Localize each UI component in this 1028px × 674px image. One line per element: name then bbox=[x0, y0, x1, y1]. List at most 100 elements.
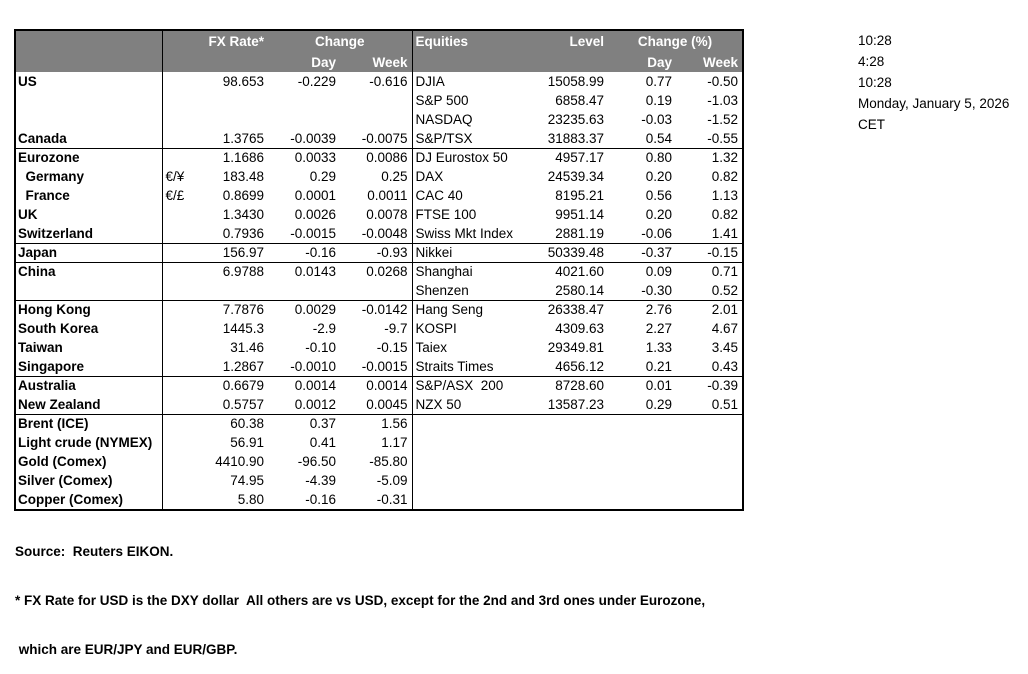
equity-week-cell bbox=[676, 490, 742, 509]
equity-name-cell: DJIA bbox=[411, 72, 521, 91]
equity-week-cell: -1.03 bbox=[707, 93, 739, 108]
equity-level-cell: 15058.99 bbox=[547, 74, 605, 89]
fx-name-cell: Canada bbox=[16, 129, 163, 148]
table-row: Gold (Comex) 4410.90 -96.50 -85.80 bbox=[16, 452, 742, 471]
equity-day-cell bbox=[608, 413, 677, 433]
table-row: Shenzen 2580.14 -0.30 0.52 bbox=[16, 281, 742, 300]
fx-day-cell: -0.10 bbox=[305, 340, 336, 355]
equity-name-cell: Shanghai bbox=[411, 261, 521, 281]
change-pct-header: Change (%) bbox=[608, 31, 743, 52]
equity-name-cell: DJ Eurostox 50 bbox=[411, 147, 521, 167]
equity-week-cell: 2.01 bbox=[676, 299, 743, 319]
table-row: China 6.9788 0.0143 0.0268 Shanghai 4021… bbox=[16, 261, 743, 281]
equity-name-cell: S&P 500 bbox=[411, 91, 521, 110]
fx-name-cell: Taiwan bbox=[16, 338, 163, 357]
equity-level-cell bbox=[520, 433, 608, 452]
fx-name-cell: UK bbox=[16, 205, 163, 224]
equity-day-cell: 0.77 bbox=[645, 74, 673, 89]
fx-day-header: Day bbox=[268, 52, 340, 72]
equity-day-cell: 0.20 bbox=[645, 169, 673, 184]
fx-week-cell bbox=[340, 91, 412, 110]
equity-week-cell: -1.52 bbox=[707, 112, 739, 127]
table-row: Eurozone 1.1686 0.0033 0.0086 DJ Eurosto… bbox=[16, 147, 743, 167]
fx-day-cell: 0.0143 bbox=[268, 261, 340, 281]
equity-week-cell: 0.51 bbox=[711, 396, 739, 412]
fx-pair-cell bbox=[162, 110, 202, 129]
fx-rate-cell: 0.5757 bbox=[222, 396, 264, 412]
fx-day-cell: -0.16 bbox=[268, 242, 340, 262]
fx-name-cell: Germany bbox=[16, 167, 163, 186]
equity-level-cell: 4309.63 bbox=[555, 321, 605, 336]
equity-week-cell: -0.55 bbox=[707, 130, 739, 146]
equity-day-cell: 2.76 bbox=[608, 299, 677, 319]
table-row: Taiwan 31.46 -0.10 -0.15 Taiex 29349.81 … bbox=[16, 338, 742, 357]
equity-level-cell: 2580.14 bbox=[555, 282, 605, 298]
fx-week-cell: -0.93 bbox=[340, 242, 413, 262]
fx-pair-cell bbox=[162, 91, 202, 110]
equity-name-cell: Straits Times bbox=[411, 357, 521, 376]
equity-day-cell: -0.30 bbox=[641, 282, 673, 298]
fx-name-cell: Gold (Comex) bbox=[16, 452, 163, 471]
equity-name-cell bbox=[411, 452, 521, 471]
fx-pair-cell: €/£ bbox=[165, 188, 185, 203]
fx-day-cell: 0.0033 bbox=[268, 147, 340, 167]
equity-name-cell bbox=[411, 471, 521, 490]
fx-pair-cell bbox=[162, 224, 202, 243]
fx-rate-cell bbox=[202, 91, 268, 110]
equity-week-cell: -0.50 bbox=[707, 74, 739, 89]
fx-name-cell: Japan bbox=[16, 242, 163, 262]
equity-week-cell bbox=[676, 452, 742, 471]
equity-name-cell: Taiex bbox=[411, 338, 521, 357]
fx-day-cell: 0.0012 bbox=[294, 396, 336, 412]
table-row: Switzerland 0.7936 -0.0015 -0.0048 Swiss… bbox=[16, 224, 742, 243]
fx-week-cell bbox=[340, 281, 412, 300]
fx-day-cell: 0.41 bbox=[309, 435, 336, 450]
equity-name-cell bbox=[411, 490, 521, 509]
fx-pair-cell bbox=[162, 452, 202, 471]
table-row: Canada 1.3765 -0.0039 -0.0075 S&P/TSX 31… bbox=[16, 129, 742, 148]
fx-week-cell: -9.7 bbox=[384, 321, 408, 336]
equity-name-cell: CAC 40 bbox=[411, 186, 521, 205]
time-3: 10:28 bbox=[858, 75, 892, 90]
equity-week-cell: 3.45 bbox=[711, 340, 739, 355]
fx-corner-cell-2 bbox=[16, 52, 163, 72]
fx-name-cell: Silver (Comex) bbox=[16, 471, 163, 490]
equity-name-cell: S&P/ASX 200 bbox=[411, 375, 521, 395]
fx-week-cell: 0.0268 bbox=[340, 261, 413, 281]
equity-day-cell: 2.27 bbox=[645, 321, 673, 336]
fx-rate-cell: 56.91 bbox=[230, 435, 264, 450]
fx-name-cell: Light crude (NYMEX) bbox=[16, 433, 163, 452]
fx-pair-cell bbox=[162, 147, 202, 167]
report-page: { "header": { "fx_rate": "FX Rate*", "fx… bbox=[14, 29, 1010, 657]
equity-level-cell: 13587.23 bbox=[547, 396, 605, 412]
fx-day-cell: 0.0001 bbox=[294, 188, 336, 203]
equity-level-cell bbox=[520, 490, 608, 509]
eq-week-header: Week bbox=[676, 52, 743, 72]
fx-week-cell: -0.15 bbox=[376, 340, 408, 355]
fx-pair-cell bbox=[162, 242, 202, 262]
market-report-table: FX Rate* Change Equities Level Change (%… bbox=[16, 31, 743, 509]
fx-name-cell: Hong Kong bbox=[16, 299, 163, 319]
fx-rate-cell: 1.1686 bbox=[202, 147, 268, 167]
fx-rate-cell bbox=[202, 110, 268, 129]
table-row: Hong Kong 7.7876 0.0029 -0.0142 Hang Sen… bbox=[16, 299, 743, 319]
equity-day-cell bbox=[608, 433, 676, 452]
footer-block: Source: Reuters EIKON. * FX Rate for USD… bbox=[15, 512, 705, 674]
fx-pair-cell bbox=[162, 299, 202, 319]
equity-day-cell: 0.21 bbox=[645, 358, 673, 374]
equity-name-cell: NZX 50 bbox=[411, 395, 521, 414]
equity-level-cell: 26338.47 bbox=[520, 299, 609, 319]
date-line: Monday, January 5, 2026 bbox=[858, 96, 1010, 111]
fx-rate-cell: 4410.90 bbox=[215, 454, 264, 469]
equity-day-cell: 0.09 bbox=[608, 261, 677, 281]
equity-day-cell: 0.54 bbox=[645, 130, 673, 146]
fx-day-cell: 0.37 bbox=[268, 413, 340, 433]
fx-week-cell: 1.56 bbox=[340, 413, 413, 433]
fx-pair-cell bbox=[162, 72, 202, 91]
footnote-line-1: * FX Rate for USD is the DXY dollar All … bbox=[15, 593, 706, 608]
fx-rate-cell: 0.6679 bbox=[202, 375, 268, 395]
fx-pair-cell bbox=[162, 490, 202, 509]
equity-day-cell bbox=[608, 490, 676, 509]
fx-rate-cell: 31.46 bbox=[230, 340, 264, 355]
fx-name-cell: France bbox=[16, 186, 163, 205]
